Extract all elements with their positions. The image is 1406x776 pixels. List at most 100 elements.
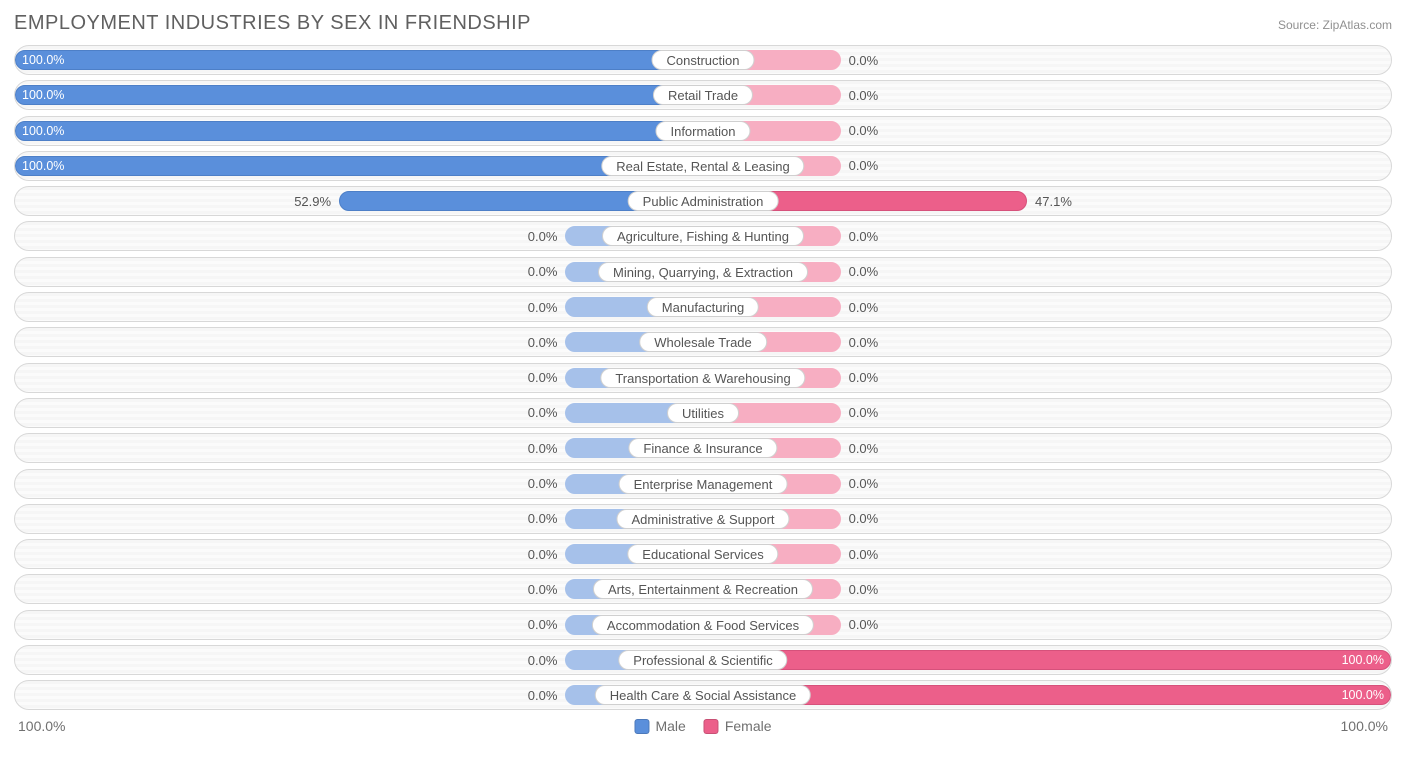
category-pill: Administrative & Support [616,509,789,529]
female-value-label: 0.0% [849,434,879,462]
male-bar: 100.0% [15,85,703,105]
female-half: 0.0% [703,222,1391,250]
axis-label-left: 100.0% [18,718,65,734]
female-value-label: 0.0% [849,152,879,180]
chart-row: 100.0% 0.0% Information [14,116,1392,146]
chart-row: 0.0%100.0%Health Care & Social Assistanc… [14,680,1392,710]
category-pill: Finance & Insurance [628,438,777,458]
chart-row: 0.0% 0.0% Accommodation & Food Services [14,610,1392,640]
male-value-label: 0.0% [528,328,558,356]
male-value-label: 0.0% [528,575,558,603]
male-half: 0.0% [15,399,703,427]
legend-swatch-male [634,719,649,734]
male-value-label: 0.0% [528,364,558,392]
male-value-label: 0.0% [528,505,558,533]
chart-row: 0.0%0.0%Educational Services [14,539,1392,569]
female-half: 0.0% [703,399,1391,427]
male-half: 100.0% [15,81,703,109]
chart-source: Source: ZipAtlas.com [1278,18,1392,32]
category-pill: Information [655,121,750,141]
female-half: 0.0% [703,152,1391,180]
category-pill: Arts, Entertainment & Recreation [593,579,813,599]
chart-footer: 100.0% Male Female 100.0% [14,716,1392,736]
male-half: 100.0% [15,46,703,74]
chart-row: 0.0%0.0%Transportation & Warehousing [14,363,1392,393]
chart-row: 52.9% 47.1% Public Administration [14,186,1392,216]
category-pill: Retail Trade [653,85,753,105]
chart-title: EMPLOYMENT INDUSTRIES BY SEX IN FRIENDSH… [14,12,531,35]
male-half: 0.0% [15,328,703,356]
chart-row: 0.0%0.0%Utilities [14,398,1392,428]
category-pill: Professional & Scientific [618,650,787,670]
category-pill: Construction [652,50,755,70]
male-value-label: 0.0% [528,399,558,427]
category-pill: Health Care & Social Assistance [595,685,811,705]
female-value-label: 0.0% [849,505,879,533]
male-value-label: 52.9% [294,187,331,215]
male-value-label: 0.0% [528,258,558,286]
female-half: 0.0% [703,293,1391,321]
female-half: 0.0% [703,364,1391,392]
female-value-label: 0.0% [849,258,879,286]
category-pill: Public Administration [628,191,779,211]
female-bar: 100.0% [703,650,1391,670]
chart-row: 0.0%0.0%Manufacturing [14,292,1392,322]
female-half: 0.0% [703,434,1391,462]
chart-header: EMPLOYMENT INDUSTRIES BY SEX IN FRIENDSH… [14,12,1392,35]
male-value-label: 100.0% [22,157,64,175]
female-value-label: 47.1% [1035,187,1072,215]
legend-item-female: Female [704,718,772,734]
male-half: 52.9% [15,187,703,215]
female-value-label: 100.0% [1342,651,1384,669]
legend-swatch-female [704,719,719,734]
female-half: 0.0% [703,540,1391,568]
female-value-label: 0.0% [849,540,879,568]
male-value-label: 100.0% [22,51,64,69]
female-value-label: 0.0% [849,46,879,74]
male-value-label: 0.0% [528,293,558,321]
category-pill: Mining, Quarrying, & Extraction [598,262,808,282]
male-half: 0.0% [15,540,703,568]
female-half: 0.0% [703,81,1391,109]
category-pill: Manufacturing [647,297,759,317]
female-value-label: 0.0% [849,611,879,639]
male-value-label: 100.0% [22,86,64,104]
female-value-label: 0.0% [849,81,879,109]
chart-row: 0.0% 0.0% Administrative & Support [14,504,1392,534]
female-half: 0.0% [703,117,1391,145]
male-bar: 100.0% [15,121,703,141]
chart-row: 0.0%0.0%Finance & Insurance [14,433,1392,463]
female-half: 100.0% [703,646,1391,674]
male-half: 0.0% [15,293,703,321]
legend: Male Female [634,718,771,734]
chart-row: 0.0% 100.0% Professional & Scientific [14,645,1392,675]
category-pill: Accommodation & Food Services [592,615,814,635]
chart-row: 0.0% 0.0% Arts, Entertainment & Recreation [14,574,1392,604]
category-pill: Enterprise Management [619,474,788,494]
chart-row: 0.0% 0.0% Mining, Quarrying, & Extraction [14,257,1392,287]
chart-row: 100.0%0.0%Real Estate, Rental & Leasing [14,151,1392,181]
chart-row: 0.0%0.0%Enterprise Management [14,469,1392,499]
male-bar: 100.0% [15,156,703,176]
male-value-label: 0.0% [528,611,558,639]
male-value-label: 100.0% [22,122,64,140]
male-bar: 100.0% [15,50,703,70]
category-pill: Educational Services [627,544,778,564]
male-half: 0.0% [15,646,703,674]
male-half: 0.0% [15,222,703,250]
category-pill: Agriculture, Fishing & Hunting [602,226,804,246]
female-half: 0.0% [703,328,1391,356]
male-half: 0.0% [15,505,703,533]
female-half: 0.0% [703,46,1391,74]
chart-row: 0.0%0.0%Agriculture, Fishing & Hunting [14,221,1392,251]
female-value-label: 0.0% [849,117,879,145]
female-value-label: 0.0% [849,575,879,603]
female-value-label: 0.0% [849,470,879,498]
male-half: 100.0% [15,152,703,180]
male-value-label: 0.0% [528,681,558,709]
male-value-label: 0.0% [528,646,558,674]
legend-label-male: Male [655,718,685,734]
axis-label-right: 100.0% [1341,718,1388,734]
female-value-label: 0.0% [849,364,879,392]
female-half: 0.0% [703,470,1391,498]
